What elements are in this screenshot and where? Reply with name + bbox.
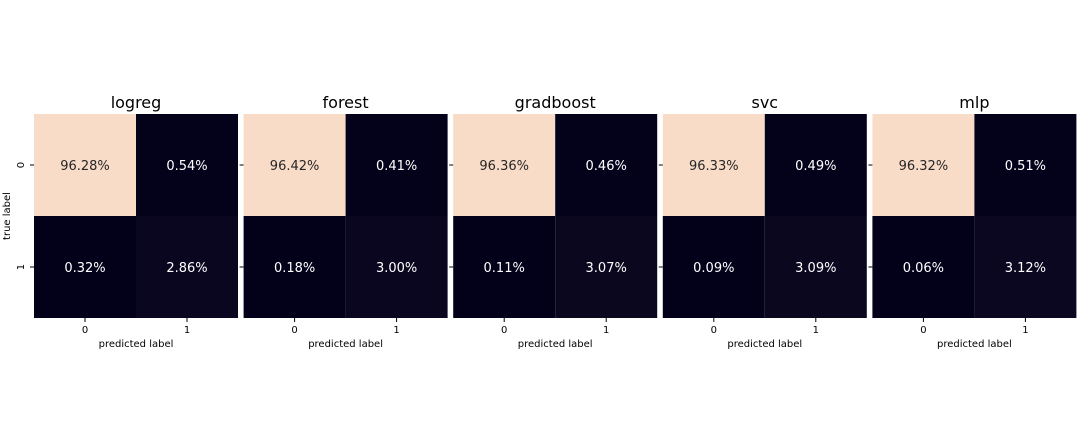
x-tick-label: 0 (82, 325, 88, 336)
heatmap-cell (872, 114, 975, 216)
panel-forest: forest 96.42% 0.41% 0.18% 3.00% 0 1 predicted l… (239, 93, 448, 350)
cell-value-label: 0.54% (166, 159, 207, 174)
heatmap-cell (345, 216, 448, 318)
heatmap-cell (555, 114, 658, 216)
cell-value-label: 0.46% (586, 159, 627, 174)
cell-value-label: 0.51% (1005, 159, 1046, 174)
panel-title: forest (323, 93, 369, 112)
cell-value-label: 0.18% (274, 261, 315, 276)
x-tick-label: 1 (184, 325, 190, 336)
heatmap-cell (136, 114, 238, 216)
x-tick-label: 0 (291, 325, 297, 336)
heatmap-cell (34, 114, 136, 216)
x-axis-label: predicted label (308, 339, 383, 350)
y-axis-label: true label (2, 192, 13, 240)
cell-value-label: 0.09% (693, 261, 734, 276)
cell-value-label: 0.32% (64, 261, 105, 276)
cell-value-label: 3.09% (795, 261, 836, 276)
cell-value-label: 0.41% (376, 159, 417, 174)
heatmap-cell (764, 114, 867, 216)
x-tick-label: 1 (813, 325, 819, 336)
heatmap-cell (34, 216, 136, 318)
heatmap-cell (453, 114, 556, 216)
y-tick-label: 1 (16, 264, 27, 270)
x-axis-label: predicted label (99, 339, 174, 350)
heatmap-cell (243, 216, 346, 318)
heatmap-cell (345, 114, 448, 216)
x-tick-label: 0 (711, 325, 717, 336)
heatmap-cell (555, 216, 658, 318)
cell-value-label: 96.42% (270, 159, 320, 174)
cell-value-label: 2.86% (166, 261, 207, 276)
cell-value-label: 3.00% (376, 261, 417, 276)
x-tick-label: 1 (393, 325, 399, 336)
cell-value-label: 0.11% (484, 261, 525, 276)
x-tick-label: 1 (1022, 325, 1028, 336)
cell-value-label: 96.28% (60, 159, 110, 174)
y-tick-label: 0 (16, 162, 27, 168)
cell-value-label: 3.12% (1005, 261, 1046, 276)
panel-title: svc (751, 93, 778, 112)
cell-value-label: 3.07% (586, 261, 627, 276)
panel-svc: svc 96.33% 0.49% 0.09% 3.09% 0 1 predicted labe… (658, 93, 867, 350)
x-tick-label: 0 (501, 325, 507, 336)
cell-value-label: 96.32% (899, 159, 949, 174)
heatmap-cell (662, 216, 765, 318)
panel-gradboost: gradboost 96.36% 0.46% 0.11% 3.07% 0 1 predicte… (449, 93, 658, 350)
panel-mlp: mlp 96.32% 0.51% 0.06% 3.12% 0 1 predicted labe… (868, 93, 1077, 350)
panel-title: mlp (959, 93, 989, 112)
cell-value-label: 0.49% (795, 159, 836, 174)
heatmap-cell (764, 216, 867, 318)
heatmap-cell (872, 216, 975, 318)
panel-logreg: logreg 96.28% 0.54% 0.32% 2.86% 0 1 predicted l… (16, 93, 238, 350)
panel-title: gradboost (515, 93, 596, 112)
cell-value-label: 96.33% (689, 159, 739, 174)
cell-value-label: 0.06% (903, 261, 944, 276)
x-axis-label: predicted label (727, 339, 802, 350)
x-axis-label: predicted label (518, 339, 593, 350)
x-tick-label: 0 (920, 325, 926, 336)
heatmap-cell (136, 216, 238, 318)
heatmap-cell (974, 114, 1077, 216)
heatmap-cell (243, 114, 346, 216)
x-tick-label: 1 (603, 325, 609, 336)
x-axis-label: predicted label (937, 339, 1012, 350)
panels: logreg 96.28% 0.54% 0.32% 2.86% 0 1 predicted l… (16, 93, 1077, 350)
cell-value-label: 96.36% (479, 159, 529, 174)
heatmap-cell (453, 216, 556, 318)
heatmap-cell (974, 216, 1077, 318)
heatmap-cell (662, 114, 765, 216)
panel-title: logreg (111, 93, 162, 112)
